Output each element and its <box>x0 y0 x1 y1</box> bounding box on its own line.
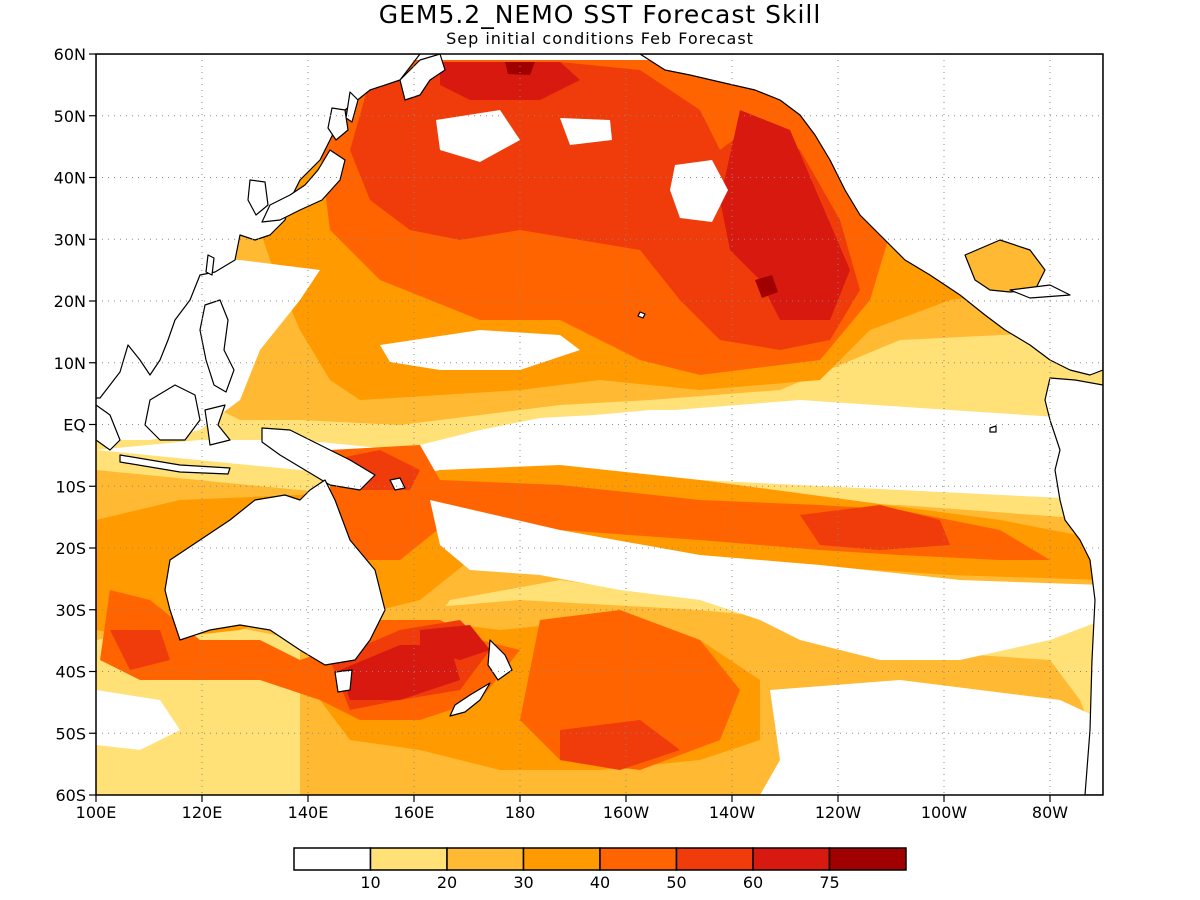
lon-tick-label: 100W <box>921 803 968 822</box>
lon-tick-label: 160W <box>603 803 650 822</box>
map-title: GEM5.2_NEMO SST Forecast Skill <box>378 0 822 29</box>
colorbar-label: 75 <box>819 873 839 892</box>
lat-tick-label: 20S <box>55 539 86 558</box>
map-subtitle: Sep initial conditions Feb Forecast <box>446 29 754 48</box>
colorbar-swatch <box>522 847 601 871</box>
lon-tick-label: 100E <box>76 803 117 822</box>
lat-tick-label: 30S <box>55 601 86 620</box>
lon-tick-label: 80W <box>1032 803 1068 822</box>
lat-tick-label: 10N <box>54 354 86 373</box>
coastlines <box>96 54 1103 795</box>
colorbar-swatch <box>599 847 678 871</box>
colorbar-swatch <box>369 847 448 871</box>
colorbar-label: 10 <box>360 873 380 892</box>
colorbar-swatch <box>752 847 831 871</box>
lat-tick-label: EQ <box>63 416 86 435</box>
map-axes: 100E 120E 140E 160E 180 160W 140W 120W 100W 80W 60… <box>54 45 1069 822</box>
lat-tick-label: 50S <box>55 724 86 743</box>
lat-tick-label: 60N <box>54 45 86 64</box>
colorbar-swatch <box>828 847 907 871</box>
lon-tick-label: 160E <box>394 803 435 822</box>
lat-tick-label: 40S <box>55 663 86 682</box>
lon-tick-label: 140E <box>288 803 329 822</box>
lon-tick-label: 140W <box>709 803 756 822</box>
lat-tick-label: 10S <box>55 477 86 496</box>
colorbar-label: 20 <box>437 873 457 892</box>
colorbar-label: 40 <box>590 873 610 892</box>
colorbar-swatch <box>293 847 372 871</box>
lat-tick-label: 20N <box>54 292 86 311</box>
lon-tick-label: 180 <box>505 803 536 822</box>
lon-tick-label: 120W <box>815 803 862 822</box>
colorbar-swatch <box>675 847 754 871</box>
colorbar: 10 20 30 40 50 60 75 <box>293 847 907 892</box>
colorbar-label: 30 <box>513 873 533 892</box>
lat-tick-label: 50N <box>54 107 86 126</box>
colorbar-label: 60 <box>743 873 763 892</box>
colorbar-label: 50 <box>666 873 686 892</box>
lat-tick-label: 60S <box>55 786 86 805</box>
lat-tick-label: 30N <box>54 230 86 249</box>
lon-tick-label: 120E <box>182 803 223 822</box>
lat-tick-label: 40N <box>54 169 86 188</box>
colorbar-swatch <box>446 847 525 871</box>
